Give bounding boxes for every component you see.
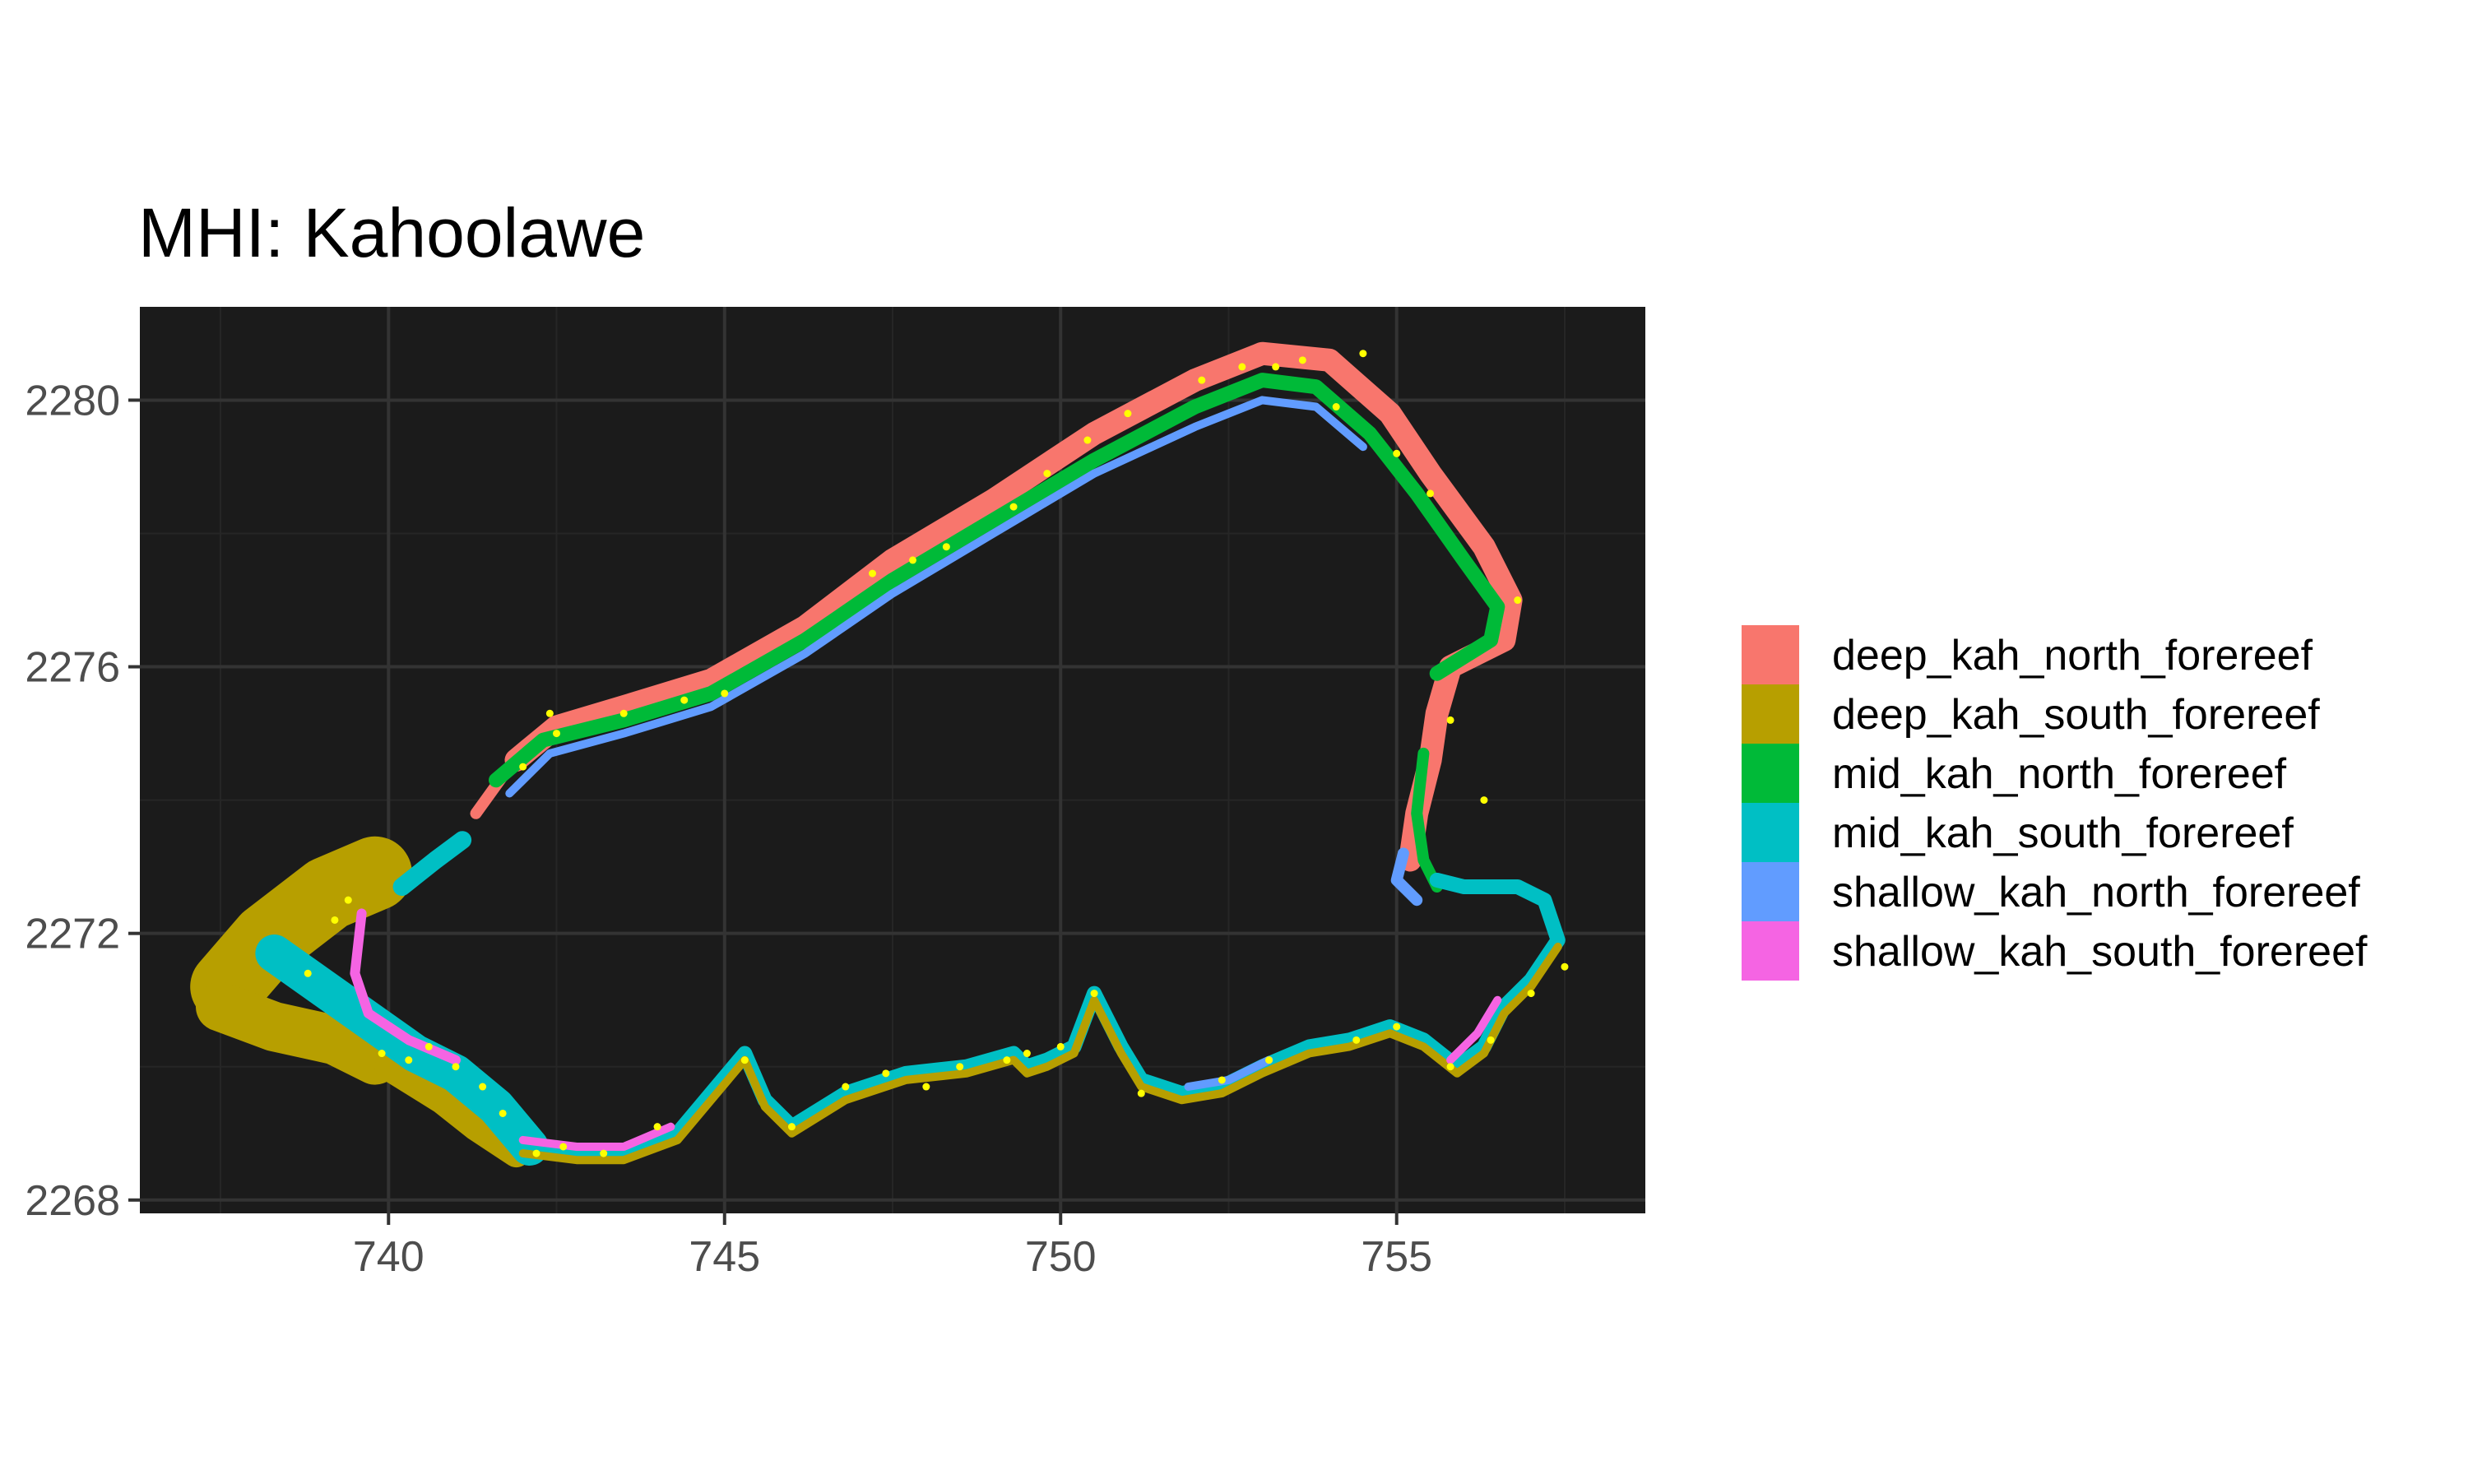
x-tick-label: 750 [1025, 1233, 1097, 1281]
stratum-shallow-kah-north-forereef [1184, 1055, 1273, 1091]
site-point [1083, 436, 1092, 444]
site-point [1023, 1050, 1031, 1058]
stratum-shallow-kah-north-forereef [505, 396, 1367, 798]
stratum-deep-kah-south-forereef [190, 836, 412, 1024]
site-point [653, 1123, 661, 1131]
site-point [787, 1123, 796, 1131]
site-point [1561, 962, 1569, 971]
stratum-shallow-kah-south-forereef [518, 1122, 675, 1151]
stratum-deep-kah-south-forereef [196, 981, 400, 1085]
x-tick-label: 740 [353, 1233, 424, 1281]
stratum-deep-kah-south-forereef [374, 1052, 531, 1168]
stratum-deep-kah-north-forereef [504, 341, 1523, 872]
stratum-shallow-kah-south-forereef [350, 908, 461, 1065]
site-point [942, 543, 950, 551]
site-point [378, 1050, 386, 1058]
stratum-shallow-kah-north-forereef [1390, 847, 1423, 907]
axis-ticks [128, 398, 1399, 1225]
legend-key [1742, 921, 1799, 981]
site-point [1003, 1056, 1011, 1064]
stratum-deep-kah-south-forereef [518, 942, 1562, 1165]
site-point [331, 916, 339, 924]
site-point [1427, 489, 1435, 498]
site-point [1352, 1036, 1361, 1044]
site-point [1527, 990, 1535, 998]
site-point [1480, 796, 1488, 805]
site-point [1043, 470, 1051, 478]
y-tick-label: 2272 [25, 911, 120, 958]
site-point [532, 1149, 540, 1157]
legend-key [1742, 625, 1799, 684]
site-point [600, 1149, 608, 1157]
legend-key [1742, 803, 1799, 862]
site-point [519, 763, 527, 771]
site-point [1487, 1036, 1495, 1044]
site-point [452, 1063, 460, 1071]
site-point [1124, 410, 1132, 418]
site-point [1514, 596, 1522, 605]
site-point [479, 1083, 487, 1091]
site-point [499, 1109, 507, 1117]
y-tick-label: 2276 [25, 644, 120, 692]
site-point [1298, 356, 1306, 364]
legend-label: deep_kah_south_forereef [1832, 691, 2320, 739]
x-tick-label: 755 [1361, 1233, 1432, 1281]
stratum-mid-kah-south-forereef [255, 934, 549, 1166]
legend-label: shallow_kah_south_forereef [1832, 928, 2368, 976]
site-point [424, 1042, 433, 1050]
site-point [1238, 363, 1246, 371]
legend-label: mid_kah_south_forereef [1832, 809, 2294, 857]
legend-key [1742, 862, 1799, 921]
site-point [868, 569, 876, 577]
legend-label: mid_kah_north_forereef [1832, 750, 2287, 798]
site-point [909, 556, 917, 564]
site-point [1446, 716, 1454, 724]
site-point [922, 1083, 930, 1091]
site-point [1393, 449, 1401, 457]
legend: deep_kah_north_forereef deep_kah_south_fo… [1742, 625, 2368, 981]
axis-tick-labels: 740 745 750 755 2268 2272 2276 2280 [25, 377, 1432, 1281]
legend-label: deep_kah_north_forereef [1832, 632, 2313, 679]
legend-key [1742, 684, 1799, 744]
site-point [882, 1069, 890, 1078]
stratum-mid-kah-north-forereef [1411, 747, 1443, 893]
y-tick-label: 2280 [25, 377, 120, 424]
site-point [619, 709, 628, 717]
site-point [1137, 1089, 1145, 1097]
site-point [545, 709, 554, 717]
minor-gridlines [140, 307, 1645, 1213]
site-point [842, 1083, 850, 1091]
chart-title: MHI: Kahoolawe [138, 194, 645, 271]
site-point [1090, 990, 1098, 998]
site-point [304, 969, 312, 977]
site-point [344, 896, 352, 904]
site-point [405, 1056, 413, 1064]
site-points [304, 350, 1569, 1157]
site-point [1446, 1063, 1454, 1071]
site-point [1272, 363, 1280, 371]
site-point [1265, 1056, 1273, 1064]
site-point [740, 1056, 749, 1064]
site-point [1359, 350, 1367, 358]
stratum-shallow-kah-south-forereef [1446, 995, 1502, 1064]
site-point [1218, 1076, 1226, 1084]
site-point [1393, 1023, 1401, 1031]
y-tick-label: 2268 [25, 1177, 120, 1225]
x-tick-label: 745 [689, 1233, 760, 1281]
legend-key [1742, 744, 1799, 803]
site-point [1332, 403, 1340, 411]
site-point [1198, 376, 1206, 384]
site-point [1056, 1042, 1065, 1050]
legend-label: shallow_kah_north_forereef [1832, 869, 2360, 916]
site-point [721, 689, 729, 698]
site-point [680, 696, 689, 704]
site-point [559, 1143, 568, 1151]
stratum-mid-kah-south-forereef [392, 831, 472, 896]
site-point [956, 1063, 964, 1071]
site-point [553, 730, 561, 738]
site-point [1009, 503, 1018, 511]
